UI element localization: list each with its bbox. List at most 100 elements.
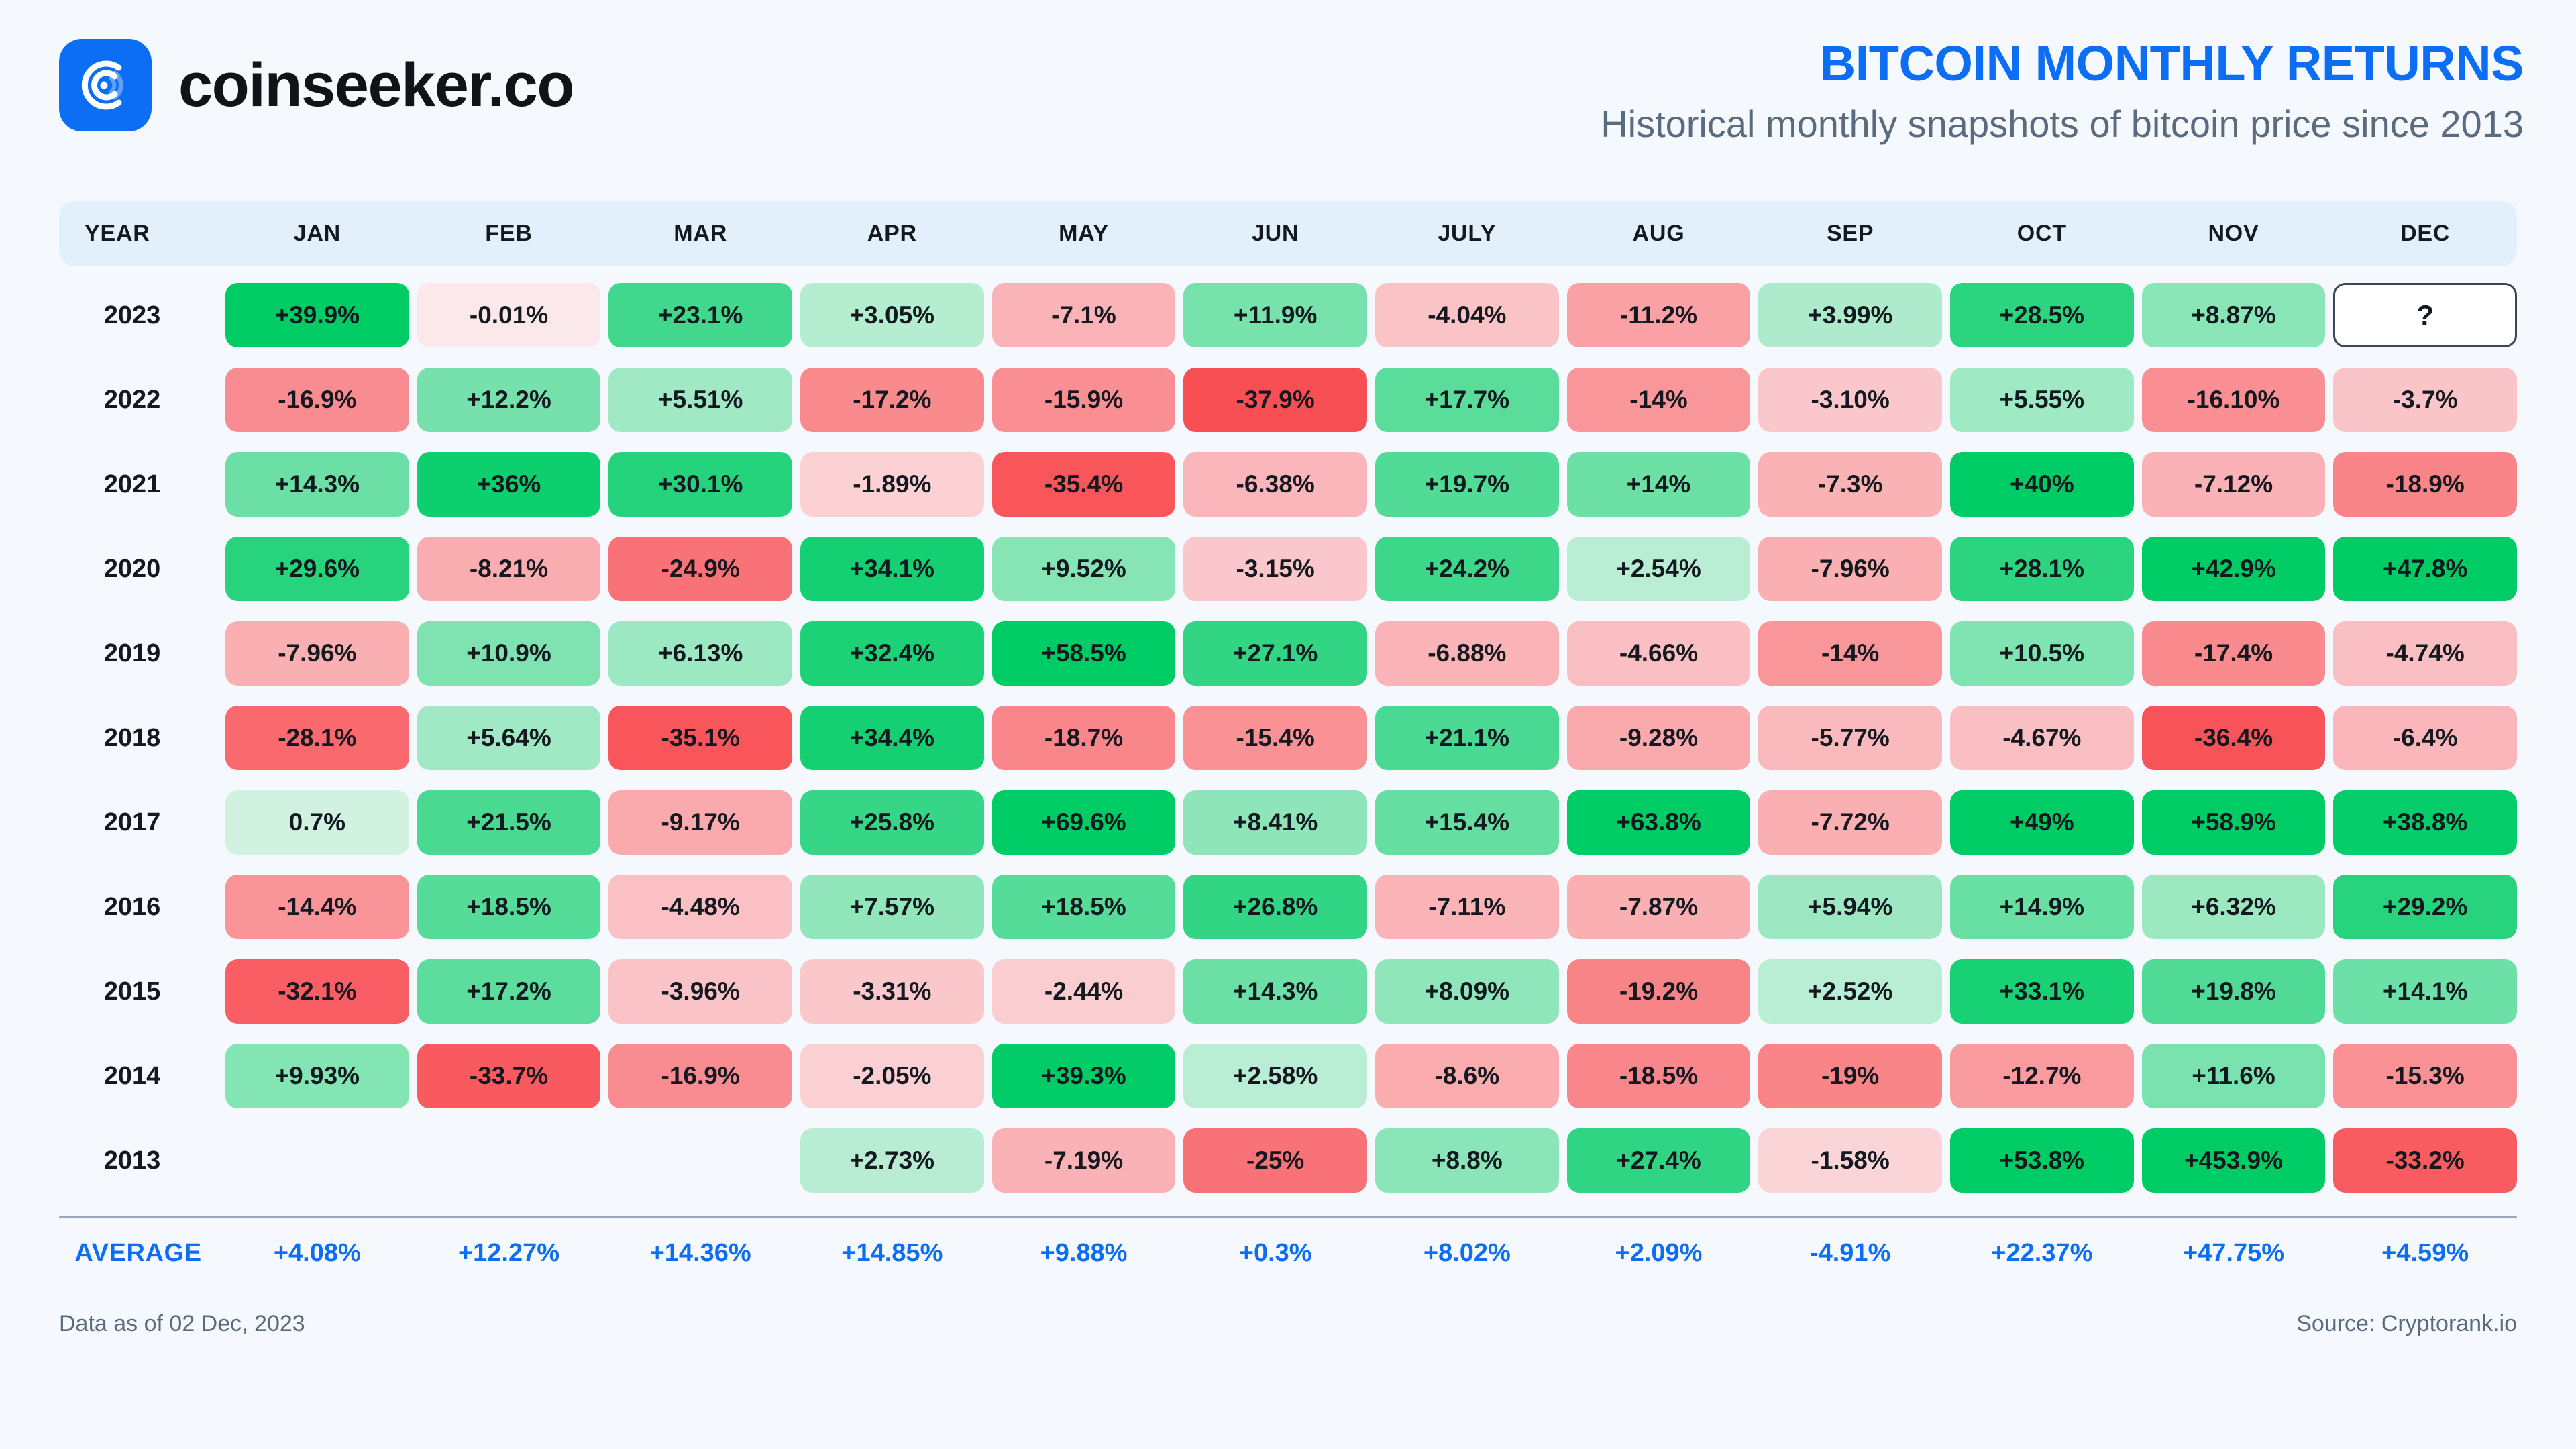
return-cell-2023-dec[interactable]: ?	[2333, 283, 2517, 347]
return-cell-2015-dec[interactable]: +14.1%	[2333, 959, 2517, 1024]
return-cell-2013-apr[interactable]: +2.73%	[800, 1128, 984, 1193]
return-cell-2022-sep[interactable]: -3.10%	[1758, 368, 1942, 432]
return-cell-2014-jun[interactable]: +2.58%	[1183, 1044, 1367, 1108]
return-cell-2021-feb[interactable]: +36%	[417, 452, 601, 517]
return-cell-2019-feb[interactable]: +10.9%	[417, 621, 601, 686]
return-cell-2021-july[interactable]: +19.7%	[1375, 452, 1559, 517]
return-cell-2013-dec[interactable]: -33.2%	[2333, 1128, 2517, 1193]
return-cell-2014-apr[interactable]: -2.05%	[800, 1044, 984, 1108]
return-cell-2021-aug[interactable]: +14%	[1566, 452, 1751, 517]
return-cell-2013-may[interactable]: -7.19%	[991, 1128, 1176, 1193]
brand-logo-group[interactable]: coinseeker.co	[59, 28, 575, 131]
return-cell-2019-july[interactable]: -6.88%	[1375, 621, 1559, 686]
return-cell-2023-sep[interactable]: +3.99%	[1758, 283, 1942, 347]
return-cell-2017-oct[interactable]: +49%	[1949, 790, 2134, 855]
return-cell-2022-may[interactable]: -15.9%	[991, 368, 1176, 432]
return-cell-2017-feb[interactable]: +21.5%	[417, 790, 601, 855]
return-cell-2021-may[interactable]: -35.4%	[991, 452, 1176, 517]
return-cell-2020-dec[interactable]: +47.8%	[2333, 537, 2517, 601]
return-cell-2013-july[interactable]: +8.8%	[1375, 1128, 1559, 1193]
return-cell-2019-aug[interactable]: -4.66%	[1566, 621, 1751, 686]
return-cell-2023-aug[interactable]: -11.2%	[1566, 283, 1751, 347]
return-cell-2016-mar[interactable]: -4.48%	[608, 875, 792, 939]
return-cell-2019-nov[interactable]: -17.4%	[2141, 621, 2326, 686]
return-cell-2016-jun[interactable]: +26.8%	[1183, 875, 1367, 939]
return-cell-2019-mar[interactable]: +6.13%	[608, 621, 792, 686]
return-cell-2013-jun[interactable]: -25%	[1183, 1128, 1367, 1193]
return-cell-2022-jun[interactable]: -37.9%	[1183, 368, 1367, 432]
return-cell-2020-apr[interactable]: +34.1%	[800, 537, 984, 601]
return-cell-2013-oct[interactable]: +53.8%	[1949, 1128, 2134, 1193]
return-cell-2019-jan[interactable]: -7.96%	[225, 621, 409, 686]
return-cell-2021-oct[interactable]: +40%	[1949, 452, 2134, 517]
return-cell-2020-jun[interactable]: -3.15%	[1183, 537, 1367, 601]
return-cell-2018-sep[interactable]: -5.77%	[1758, 706, 1942, 770]
return-cell-2015-jun[interactable]: +14.3%	[1183, 959, 1367, 1024]
return-cell-2020-nov[interactable]: +42.9%	[2141, 537, 2326, 601]
return-cell-2014-dec[interactable]: -15.3%	[2333, 1044, 2517, 1108]
return-cell-2016-sep[interactable]: +5.94%	[1758, 875, 1942, 939]
return-cell-2014-july[interactable]: -8.6%	[1375, 1044, 1559, 1108]
return-cell-2014-may[interactable]: +39.3%	[991, 1044, 1176, 1108]
return-cell-2015-aug[interactable]: -19.2%	[1566, 959, 1751, 1024]
return-cell-2015-apr[interactable]: -3.31%	[800, 959, 984, 1024]
return-cell-2020-feb[interactable]: -8.21%	[417, 537, 601, 601]
return-cell-2013-sep[interactable]: -1.58%	[1758, 1128, 1942, 1193]
return-cell-2016-feb[interactable]: +18.5%	[417, 875, 601, 939]
return-cell-2018-apr[interactable]: +34.4%	[800, 706, 984, 770]
return-cell-2016-oct[interactable]: +14.9%	[1949, 875, 2134, 939]
return-cell-2017-sep[interactable]: -7.72%	[1758, 790, 1942, 855]
return-cell-2020-oct[interactable]: +28.1%	[1949, 537, 2134, 601]
return-cell-2019-dec[interactable]: -4.74%	[2333, 621, 2517, 686]
return-cell-2016-aug[interactable]: -7.87%	[1566, 875, 1751, 939]
return-cell-2021-jun[interactable]: -6.38%	[1183, 452, 1367, 517]
return-cell-2023-oct[interactable]: +28.5%	[1949, 283, 2134, 347]
return-cell-2017-mar[interactable]: -9.17%	[608, 790, 792, 855]
return-cell-2014-feb[interactable]: -33.7%	[417, 1044, 601, 1108]
return-cell-2014-oct[interactable]: -12.7%	[1949, 1044, 2134, 1108]
return-cell-2017-nov[interactable]: +58.9%	[2141, 790, 2326, 855]
return-cell-2021-sep[interactable]: -7.3%	[1758, 452, 1942, 517]
return-cell-2016-dec[interactable]: +29.2%	[2333, 875, 2517, 939]
return-cell-2018-may[interactable]: -18.7%	[991, 706, 1176, 770]
return-cell-2015-may[interactable]: -2.44%	[991, 959, 1176, 1024]
return-cell-2018-jan[interactable]: -28.1%	[225, 706, 409, 770]
return-cell-2016-nov[interactable]: +6.32%	[2141, 875, 2326, 939]
return-cell-2017-july[interactable]: +15.4%	[1375, 790, 1559, 855]
return-cell-2022-jan[interactable]: -16.9%	[225, 368, 409, 432]
return-cell-2017-dec[interactable]: +38.8%	[2333, 790, 2517, 855]
return-cell-2013-aug[interactable]: +27.4%	[1566, 1128, 1751, 1193]
return-cell-2023-feb[interactable]: -0.01%	[417, 283, 601, 347]
return-cell-2016-july[interactable]: -7.11%	[1375, 875, 1559, 939]
return-cell-2018-aug[interactable]: -9.28%	[1566, 706, 1751, 770]
return-cell-2016-jan[interactable]: -14.4%	[225, 875, 409, 939]
return-cell-2015-nov[interactable]: +19.8%	[2141, 959, 2326, 1024]
return-cell-2017-may[interactable]: +69.6%	[991, 790, 1176, 855]
return-cell-2014-aug[interactable]: -18.5%	[1566, 1044, 1751, 1108]
return-cell-2023-jun[interactable]: +11.9%	[1183, 283, 1367, 347]
return-cell-2019-jun[interactable]: +27.1%	[1183, 621, 1367, 686]
return-cell-2018-nov[interactable]: -36.4%	[2141, 706, 2326, 770]
return-cell-2018-july[interactable]: +21.1%	[1375, 706, 1559, 770]
return-cell-2023-jan[interactable]: +39.9%	[225, 283, 409, 347]
return-cell-2018-jun[interactable]: -15.4%	[1183, 706, 1367, 770]
return-cell-2014-mar[interactable]: -16.9%	[608, 1044, 792, 1108]
return-cell-2022-feb[interactable]: +12.2%	[417, 368, 601, 432]
return-cell-2020-aug[interactable]: +2.54%	[1566, 537, 1751, 601]
return-cell-2017-jun[interactable]: +8.41%	[1183, 790, 1367, 855]
return-cell-2023-apr[interactable]: +3.05%	[800, 283, 984, 347]
return-cell-2020-july[interactable]: +24.2%	[1375, 537, 1559, 601]
return-cell-2014-jan[interactable]: +9.93%	[225, 1044, 409, 1108]
return-cell-2019-apr[interactable]: +32.4%	[800, 621, 984, 686]
return-cell-2022-apr[interactable]: -17.2%	[800, 368, 984, 432]
return-cell-2015-mar[interactable]: -3.96%	[608, 959, 792, 1024]
return-cell-2022-dec[interactable]: -3.7%	[2333, 368, 2517, 432]
return-cell-2015-feb[interactable]: +17.2%	[417, 959, 601, 1024]
return-cell-2019-may[interactable]: +58.5%	[991, 621, 1176, 686]
return-cell-2021-mar[interactable]: +30.1%	[608, 452, 792, 517]
return-cell-2023-mar[interactable]: +23.1%	[608, 283, 792, 347]
return-cell-2017-jan[interactable]: 0.7%	[225, 790, 409, 855]
return-cell-2018-feb[interactable]: +5.64%	[417, 706, 601, 770]
return-cell-2015-oct[interactable]: +33.1%	[1949, 959, 2134, 1024]
return-cell-2022-mar[interactable]: +5.51%	[608, 368, 792, 432]
